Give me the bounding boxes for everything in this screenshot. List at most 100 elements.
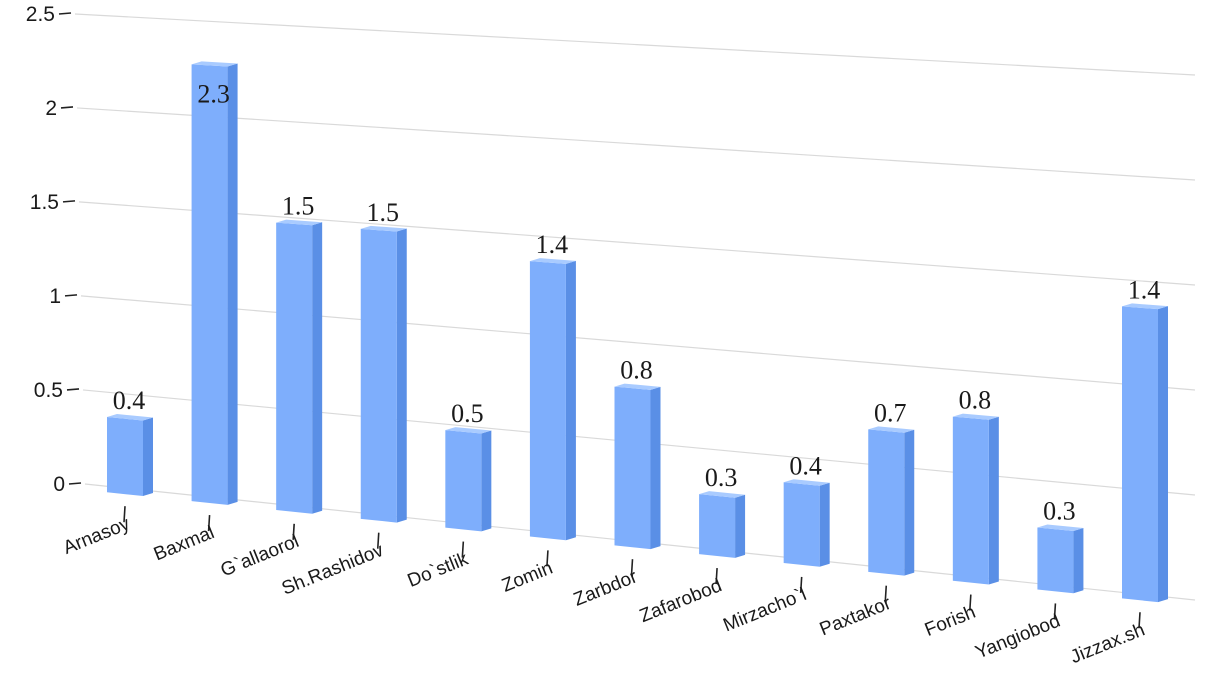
bar-front <box>445 430 482 532</box>
y-tick-label: 0.5 <box>34 379 63 402</box>
bar-top <box>276 219 323 226</box>
x-tick-mark <box>207 514 211 532</box>
bar-side <box>904 429 915 576</box>
x-tick-mark <box>461 541 465 558</box>
y-tick-label: 2.5 <box>26 3 55 26</box>
bars <box>107 61 1168 603</box>
bar-front <box>1122 306 1158 603</box>
bar <box>868 426 915 576</box>
gridline <box>76 107 1196 181</box>
data-label: 0.3 <box>705 463 738 492</box>
x-tick-mark <box>1138 612 1141 629</box>
bar-top <box>699 491 746 498</box>
bar-front <box>360 228 397 523</box>
x-tick-mark <box>292 523 295 540</box>
data-labels: 0.4 2.3 1.5 1.5 0.5 1.4 0.8 0.3 0.4 0.7 0.8 0.3 1.4 <box>113 79 1161 525</box>
grid-layer <box>74 13 1196 601</box>
bar-top <box>191 61 238 67</box>
bar-top <box>360 225 407 232</box>
y-tick-label: 1 <box>49 285 61 308</box>
x-tick-mark <box>969 594 972 611</box>
bar <box>276 219 323 514</box>
bar-top <box>445 427 492 434</box>
bar-front <box>614 386 651 550</box>
bar-front <box>529 261 566 541</box>
bar-top <box>952 413 999 420</box>
x-tick-label: Zomin <box>499 558 556 597</box>
bar <box>107 414 153 497</box>
x-tick-mark <box>630 559 634 576</box>
x-tick-label: Jizzax.sh <box>1068 619 1148 668</box>
x-tick-mark <box>1053 603 1057 620</box>
data-label: 2.3 <box>197 79 230 108</box>
gridline <box>74 13 1196 76</box>
data-label: 1.4 <box>536 230 569 259</box>
bar-side <box>988 416 999 585</box>
x-tick-label: Do`stlik <box>405 549 472 592</box>
bar-side <box>481 430 492 532</box>
bar-front <box>868 429 905 576</box>
bar <box>699 491 746 558</box>
x-tick-mark <box>884 585 888 602</box>
bar-top <box>107 414 153 421</box>
y-tick-mark <box>62 200 76 203</box>
gridline <box>78 201 1196 286</box>
y-tick-mark <box>60 106 74 109</box>
x-tick-label: Zafarobod <box>637 575 725 627</box>
data-label: 0.8 <box>620 356 653 385</box>
bar-side <box>312 222 323 514</box>
x-tick-mark <box>799 576 803 593</box>
bar-top <box>1037 524 1084 532</box>
x-tick-label: Yangiobod <box>972 611 1063 664</box>
x-tick-label: Forish <box>922 602 979 641</box>
bar-side <box>819 482 830 567</box>
bar <box>360 225 407 523</box>
bar <box>614 383 661 550</box>
data-label: 1.5 <box>282 192 315 221</box>
bar-side <box>565 260 576 541</box>
data-label: 0.4 <box>113 386 146 415</box>
bar <box>191 61 238 505</box>
x-tick-mark <box>546 550 549 567</box>
x-tick-label: Paxtakor <box>817 593 895 641</box>
bar <box>445 427 492 532</box>
bar-side <box>143 417 153 497</box>
y-tick-label: 2 <box>45 97 57 120</box>
bar-side <box>1073 528 1084 594</box>
data-label: 1.4 <box>1128 275 1161 304</box>
x-tick-label: Zarbdor <box>571 566 641 611</box>
bar-front <box>699 494 736 558</box>
x-tick-label: Mirzacho`l <box>720 584 809 636</box>
y-axis: 0 0.5 1 1.5 2 2.5 <box>26 3 82 496</box>
data-label: 1.5 <box>367 198 400 227</box>
data-label: 0.4 <box>789 451 822 480</box>
x-tick-mark <box>123 506 126 523</box>
bar-side <box>227 63 238 505</box>
bar <box>783 479 830 567</box>
y-tick-mark <box>66 388 80 391</box>
data-label: 0.3 <box>1043 496 1076 525</box>
bar-top <box>1122 303 1168 310</box>
y-tick-mark <box>68 482 82 485</box>
bar-front <box>107 417 143 497</box>
bar <box>1122 303 1168 603</box>
bar-top <box>868 426 915 433</box>
x-tick-mark <box>715 568 718 585</box>
x-tick-label: Arnasoy <box>60 513 133 559</box>
y-tick-label: 0 <box>53 473 65 496</box>
bar-side <box>650 386 661 550</box>
bar-top <box>783 479 830 486</box>
x-tick-mark <box>376 532 380 549</box>
bar <box>952 413 999 585</box>
bar-front <box>783 482 820 567</box>
y-tick-mark <box>64 294 78 297</box>
bar-front <box>952 416 989 585</box>
bar-front <box>1037 527 1074 594</box>
gridline <box>80 295 1196 391</box>
bar-front <box>191 64 228 505</box>
bar <box>1037 524 1084 594</box>
bar-side <box>396 228 407 523</box>
x-tick-label: G`allaorol <box>218 531 302 581</box>
